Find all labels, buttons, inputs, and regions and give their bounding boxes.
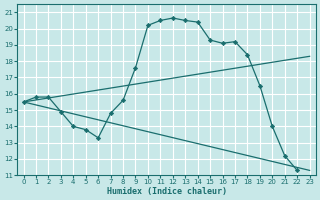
X-axis label: Humidex (Indice chaleur): Humidex (Indice chaleur) — [107, 187, 227, 196]
